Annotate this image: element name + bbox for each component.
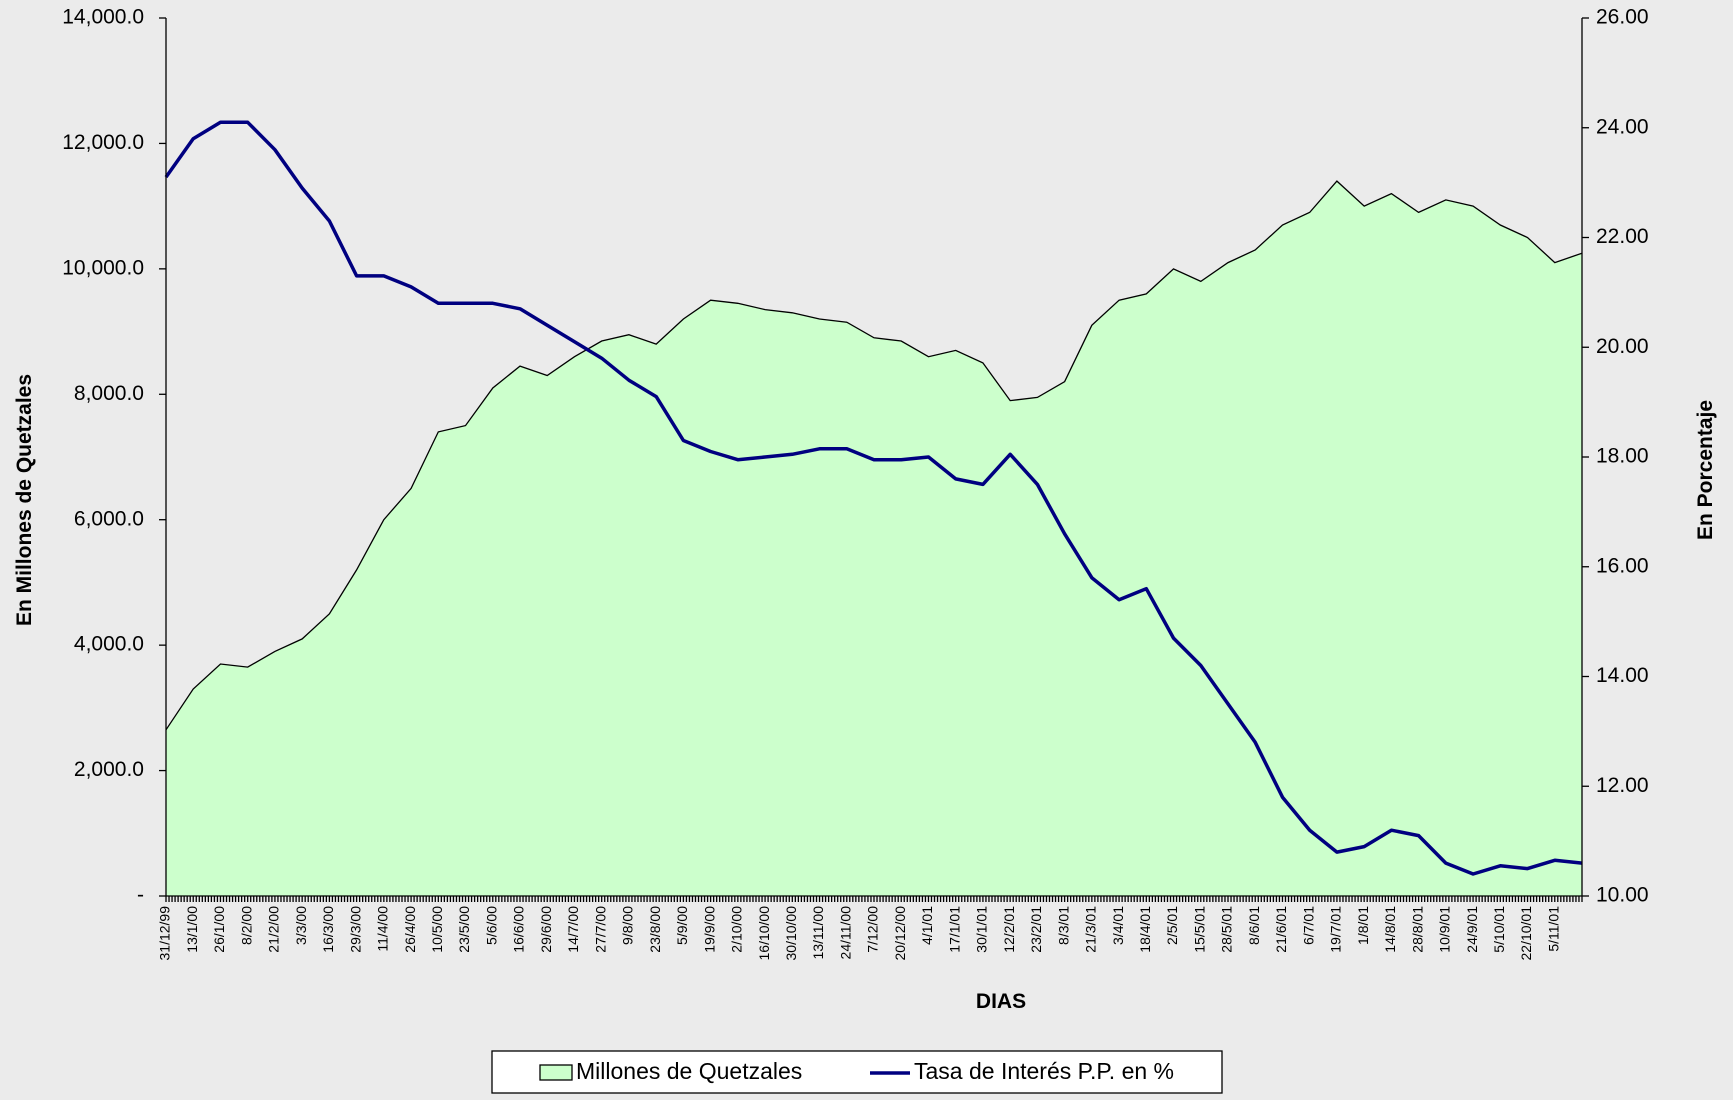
x-tick-label: 8/3/01 <box>1055 906 1071 945</box>
x-tick-label: 24/9/01 <box>1464 906 1480 953</box>
x-tick-label: 28/5/01 <box>1219 906 1235 953</box>
x-tick-label: 1/8/01 <box>1355 906 1371 945</box>
x-tick-label: 14/8/01 <box>1382 906 1398 953</box>
x-tick-label: 2/10/00 <box>729 906 745 953</box>
y2-tick-label: 10.00 <box>1596 884 1649 907</box>
x-tick-label: 21/3/01 <box>1083 906 1099 953</box>
x-tick-label: 16/10/00 <box>756 906 772 961</box>
x-tick-label: 15/5/01 <box>1192 906 1208 953</box>
y2-axis-title: En Porcentaje <box>1694 400 1717 540</box>
x-tick-label: 31/12/99 <box>157 906 173 961</box>
x-tick-label: 30/10/00 <box>783 906 799 961</box>
x-tick-label: 28/8/01 <box>1409 906 1425 953</box>
x-tick-label: 5/11/01 <box>1546 906 1562 952</box>
y2-tick-label: 16.00 <box>1596 554 1649 577</box>
x-tick-label: 7/12/00 <box>865 906 881 953</box>
x-tick-label: 11/4/00 <box>375 906 391 952</box>
x-tick-label: 5/6/00 <box>484 906 500 945</box>
x-tick-label: 26/1/00 <box>211 906 227 953</box>
y2-tick-label: 12.00 <box>1596 774 1649 797</box>
x-tick-label: 19/7/01 <box>1328 906 1344 953</box>
y2-tick-label: 18.00 <box>1596 445 1649 468</box>
y-tick-label: 10,000.0 <box>62 256 144 279</box>
y-tick-label: 6,000.0 <box>74 507 144 530</box>
x-tick-label: 26/4/00 <box>402 906 418 953</box>
y2-tick-label: 24.00 <box>1596 115 1649 138</box>
legend-label: Tasa de Interés P.P. en % <box>914 1058 1174 1084</box>
y2-tick-label: 14.00 <box>1596 664 1649 687</box>
x-tick-label: 29/3/00 <box>347 906 363 953</box>
x-tick-label: 10/9/01 <box>1437 906 1453 953</box>
x-tick-label: 16/3/00 <box>320 906 336 953</box>
legend-box <box>491 1050 1223 1094</box>
x-tick-label: 19/9/00 <box>701 906 717 953</box>
x-tick-label: 13/1/00 <box>184 906 200 953</box>
y-tick-label: 12,000.0 <box>62 131 144 154</box>
area-outline <box>165 180 1583 731</box>
y-tick-label: 8,000.0 <box>74 382 144 405</box>
x-axis-title: DIAS <box>976 990 1026 1013</box>
x-tick-label: 29/6/00 <box>538 906 554 953</box>
y2-tick-label: 22.00 <box>1596 225 1649 248</box>
x-tick-label: 2/5/01 <box>1164 906 1180 945</box>
x-tick-label: 10/5/00 <box>429 906 445 953</box>
x-tick-label: 23/5/00 <box>456 906 472 953</box>
legend: Millones de Quetzales Tasa de Interés P.P… <box>491 1050 1223 1094</box>
x-tick-label: 22/10/01 <box>1518 906 1534 961</box>
x-tick-label: 24/11/00 <box>838 906 854 960</box>
y-tick-label: - <box>137 884 144 907</box>
y-tick-label: 14,000.0 <box>62 6 144 29</box>
x-tick-label: 4/1/01 <box>919 906 935 945</box>
x-tick-label: 5/9/00 <box>674 906 690 945</box>
area-fill <box>166 181 1582 897</box>
x-tick-label: 23/8/00 <box>647 906 663 953</box>
line <box>164 120 1583 876</box>
x-tick-label: 27/7/00 <box>592 906 608 953</box>
x-tick-label: 8/2/00 <box>238 906 254 945</box>
x-tick-label: 30/1/01 <box>974 906 990 953</box>
x-tick-label: 16/6/00 <box>511 906 527 953</box>
y-tick-label: 2,000.0 <box>74 758 144 781</box>
x-tick-label: 17/1/01 <box>946 906 962 953</box>
x-tick-label: 23/2/01 <box>1028 906 1044 953</box>
x-tick-label: 9/8/00 <box>620 906 636 945</box>
legend-swatch <box>539 1064 573 1081</box>
x-tick-label: 18/4/01 <box>1137 906 1153 953</box>
y-axis-title: En Millones de Quetzales <box>13 374 36 626</box>
x-tick-label: 12/2/01 <box>1001 906 1017 953</box>
y-tick-label: 4,000.0 <box>74 633 144 656</box>
legend-label: Millones de Quetzales <box>576 1058 802 1084</box>
x-tick-label: 3/3/00 <box>293 906 309 945</box>
x-tick-label: 21/2/00 <box>266 906 282 953</box>
x-tick-label: 6/7/01 <box>1300 906 1316 945</box>
y2-tick-label: 20.00 <box>1596 335 1649 358</box>
x-tick-label: 21/6/01 <box>1273 906 1289 953</box>
x-tick-label: 3/4/01 <box>1110 906 1126 945</box>
x-tick-label: 20/12/00 <box>892 906 908 961</box>
x-tick-label: 14/7/00 <box>565 906 581 953</box>
x-tick-label: 13/11/00 <box>810 906 826 960</box>
y2-tick-label: 26.00 <box>1596 6 1649 29</box>
x-tick-label: 5/10/01 <box>1491 906 1507 953</box>
x-tick-label: 8/6/01 <box>1246 906 1262 945</box>
